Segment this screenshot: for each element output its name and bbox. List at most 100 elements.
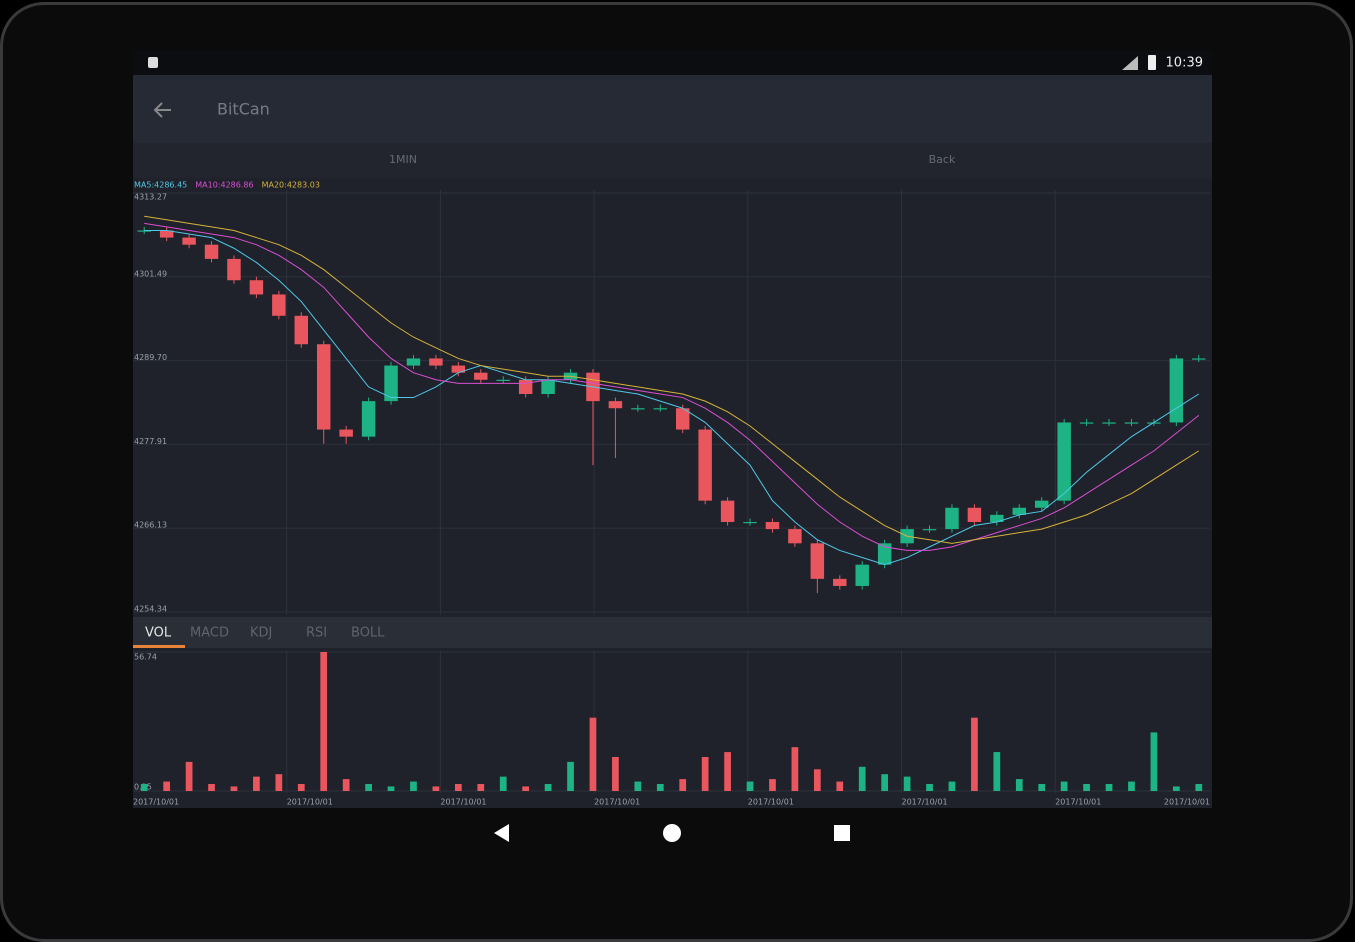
- candle-body: [1169, 358, 1184, 423]
- volume-bar: [342, 779, 350, 791]
- candle-body: [496, 379, 510, 381]
- candle-body: [1192, 358, 1206, 360]
- candle-body: [788, 529, 802, 544]
- signal-icon: [1122, 56, 1138, 70]
- candle-body: [877, 543, 892, 565]
- volume-bar: [499, 776, 507, 791]
- battery-icon: [1148, 55, 1156, 70]
- status-icon: [148, 57, 158, 68]
- volume-bar: [971, 717, 978, 791]
- nav-recents[interactable]: [834, 825, 850, 841]
- volume-bar: [163, 781, 171, 791]
- volume-bar: [791, 747, 799, 791]
- candle-body: [608, 401, 623, 409]
- app-bar: [133, 75, 1212, 143]
- volume-bar: [522, 786, 530, 791]
- candle-body: [361, 401, 376, 437]
- volume-bar: [410, 781, 417, 791]
- x-tick-label: 2017/10/01: [594, 798, 640, 807]
- volume-bar: [1083, 783, 1090, 791]
- candle-body: [765, 521, 780, 530]
- volume-bar: [432, 786, 440, 791]
- candle-body: [743, 521, 757, 524]
- volume-bar: [140, 783, 148, 791]
- candle-body: [922, 529, 937, 531]
- ma-line: [144, 215, 1200, 544]
- volume-bar: [230, 786, 238, 791]
- candle-body: [698, 429, 712, 501]
- nav-back[interactable]: [494, 824, 509, 842]
- indicator-tab[interactable]: VOL: [145, 626, 172, 641]
- x-tick-label: 2017/10/01: [1055, 798, 1101, 807]
- candle-body: [990, 514, 1004, 522]
- indicator-tab[interactable]: KDJ: [250, 626, 272, 641]
- candle-body: [1012, 507, 1027, 515]
- candle-body: [967, 507, 982, 522]
- candle-body: [518, 379, 533, 395]
- volume-bar: [1038, 783, 1046, 791]
- candle-body: [720, 500, 735, 522]
- candle-body: [204, 244, 219, 259]
- volume-bar: [769, 779, 776, 791]
- candle-body: [541, 379, 555, 395]
- volume-bar: [746, 781, 754, 791]
- candle-body: [833, 578, 847, 586]
- volume-bar: [926, 783, 933, 791]
- volume-bar: [589, 717, 597, 791]
- candle-body: [474, 372, 488, 380]
- candle-body: [294, 315, 309, 345]
- ma-line: [144, 229, 1200, 566]
- volume-bar: [1015, 779, 1023, 791]
- plot: 4313.27 4301.49 4289.70 4277.91 4266.13 4254.…: [133, 181, 1210, 807]
- volume-bar: [253, 776, 260, 791]
- y-tick-label: 4254.34: [134, 605, 167, 614]
- tab-row: [133, 143, 1212, 178]
- y-tick-label: 4289.70: [134, 353, 167, 362]
- tab[interactable]: 1MIN: [389, 153, 417, 166]
- candle-body: [406, 358, 421, 366]
- volume-bar: [1060, 781, 1068, 791]
- volume-bar: [185, 761, 193, 791]
- candle-body: [339, 429, 353, 437]
- indicator-bar: [133, 617, 1212, 648]
- volume-bar: [477, 783, 485, 791]
- volume-bar: [1128, 781, 1135, 791]
- date-axis: [133, 793, 1212, 808]
- candle-body: [1147, 422, 1161, 424]
- volume-bar: [454, 783, 462, 791]
- candle-body: [429, 358, 443, 366]
- indicator-tab[interactable]: MACD: [190, 626, 229, 641]
- candle-body: [137, 230, 151, 232]
- tab[interactable]: Back: [929, 153, 956, 166]
- legend-entry: MA20:4283.03: [262, 181, 320, 190]
- candle-body: [1034, 500, 1049, 508]
- candle-body: [631, 408, 645, 410]
- volume-bar: [948, 781, 956, 791]
- volume-bar: [567, 761, 574, 791]
- volume-bar: [1172, 786, 1180, 791]
- candle-body: [272, 294, 286, 316]
- legend-entry: MA5:4286.45: [134, 181, 187, 190]
- candle-body: [249, 280, 264, 295]
- x-tick-label: 2017/10/01: [287, 798, 333, 807]
- candle-body: [653, 408, 668, 410]
- indicator-tab[interactable]: BOLL: [351, 626, 385, 641]
- volume-bar: [544, 783, 552, 791]
- candle-body: [855, 564, 869, 586]
- status-time: 10:39: [1166, 56, 1203, 71]
- candle-body: [316, 344, 331, 430]
- screen: 10:39 BitCan 1MIN Back 4313.27 4301.49 428…: [133, 50, 1212, 842]
- volume-bar: [836, 781, 844, 791]
- indicator-tab[interactable]: RSI: [306, 626, 327, 641]
- nav-home[interactable]: [663, 824, 681, 842]
- volume-bar: [858, 766, 866, 791]
- legend-entry: MA10:4286.86: [195, 181, 253, 190]
- y-tick-label: 4313.27: [134, 193, 167, 202]
- volume-bar: [275, 774, 283, 791]
- volume-bar: [297, 783, 305, 791]
- back-arrow[interactable]: [153, 102, 171, 118]
- candle-body: [384, 365, 398, 402]
- volume-bar: [701, 756, 709, 791]
- volume-bar: [612, 756, 619, 791]
